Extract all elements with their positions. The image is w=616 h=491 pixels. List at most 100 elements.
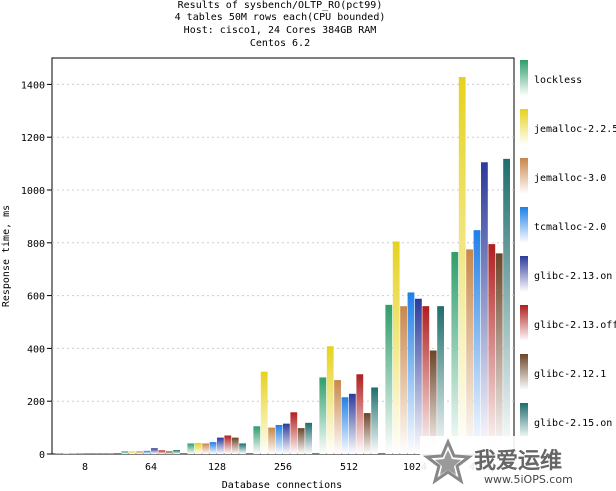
legend-swatch-tcmalloc-2.0 <box>520 207 528 243</box>
bar-glibc-2.15.on-4096 <box>503 158 510 454</box>
bar-tcmalloc-2.0-64 <box>143 450 151 454</box>
bar-jemalloc-3.0-4096 <box>466 249 473 454</box>
legend-label: jemalloc-3.0 <box>534 173 606 184</box>
watermark-url: www.5iOPS.com <box>484 473 573 486</box>
bar-glibc-2.12.1-4096 <box>495 253 503 454</box>
legend-label: jemalloc-2.2.5 <box>534 124 616 135</box>
x-tick-label: 512 <box>340 462 358 473</box>
bar-jemalloc-2.2.5-4096 <box>458 77 466 455</box>
x-tick-label: 8 <box>82 462 88 473</box>
x-tick-label: 1024 <box>403 462 427 473</box>
legend-swatch-lockless <box>520 60 528 96</box>
title-line-3: Host: cisco1, 24 Cores 384GB RAM <box>184 25 377 36</box>
bar-glibc-2.13.on-1024 <box>415 298 422 454</box>
bar-glibc-2.13.off-4096 <box>488 244 496 454</box>
x-tick-label: 256 <box>274 462 292 473</box>
bar-tcmalloc-2.0-1024 <box>407 292 415 454</box>
bar-jemalloc-2.2.5-8 <box>62 453 70 454</box>
bar-glibc-2.15.on-128 <box>239 443 246 454</box>
legend-swatch-glibc-2.15.on <box>520 403 528 439</box>
legend-label: tcmalloc-2.0 <box>534 222 606 233</box>
y-tick-label: 600 <box>27 292 45 303</box>
bar-jemalloc-2.2.5-256 <box>260 371 268 454</box>
bar-glibc-2.12.1-1024 <box>429 350 437 454</box>
bar-tcmalloc-2.0-128 <box>209 442 217 454</box>
bar-glibc-2.13.on-512 <box>349 393 356 454</box>
x-tick-label: 128 <box>208 462 226 473</box>
bar-lockless-8 <box>55 453 63 454</box>
bar-glibc-2.13.off-256 <box>290 412 298 454</box>
bar-jemalloc-2.2.5-1024 <box>392 241 400 454</box>
bar-glibc-2.15.on-512 <box>371 387 378 454</box>
bar-glibc-2.13.off-128 <box>224 435 232 454</box>
y-tick-label: 1400 <box>21 80 45 91</box>
title-line-4: Centos 6.2 <box>250 38 310 49</box>
bar-jemalloc-3.0-1024 <box>400 306 407 454</box>
bar-lockless-1024 <box>385 304 393 454</box>
star-logo-icon <box>422 438 474 485</box>
y-axis-label: Response time, ms <box>1 205 12 307</box>
x-tick-label: 64 <box>145 462 157 473</box>
legend-label: glibc-2.15.on <box>534 418 612 429</box>
bar-jemalloc-3.0-64 <box>136 451 143 454</box>
bar-tcmalloc-2.0-256 <box>275 424 283 454</box>
bar-jemalloc-2.2.5-64 <box>128 451 136 454</box>
legend-label: glibc-2.12.1 <box>534 369 606 380</box>
y-tick-label: 200 <box>27 397 45 408</box>
y-tick-label: 1000 <box>21 186 45 197</box>
legend-swatch-jemalloc-2.2.5 <box>520 109 528 145</box>
y-axis-ticks: 0 200 400 600 800 1000 1200 1400 <box>21 80 52 461</box>
bar-glibc-2.12.1-128 <box>231 437 239 454</box>
title-line-1: Results of sysbench/OLTP_RO(pct99) <box>178 0 383 11</box>
x-axis-label: Database connections <box>222 480 342 491</box>
legend: lockless jemalloc-2.2.5 jemalloc-3.0 tcmall… <box>520 60 616 439</box>
title-line-2: 4 tables 50M rows each(CPU bounded) <box>175 12 386 23</box>
legend-label: glibc-2.13.off <box>534 320 616 331</box>
bar-jemalloc-3.0-256 <box>268 427 275 454</box>
bar-glibc-2.13.on-64 <box>151 448 158 454</box>
bar-glibc-2.13.off-512 <box>356 374 364 454</box>
legend-swatch-jemalloc-3.0 <box>520 158 528 194</box>
legend-swatch-glibc-2.12.1 <box>520 354 528 390</box>
bar-tcmalloc-2.0-4096 <box>473 230 481 454</box>
watermark-text: 我爱运维 <box>474 448 562 474</box>
bar-lockless-256 <box>253 426 261 454</box>
bar-lockless-4096 <box>451 252 459 454</box>
bar-glibc-2.13.off-8 <box>92 453 100 454</box>
bar-jemalloc-3.0-8 <box>70 453 77 454</box>
legend-label: glibc-2.13.on <box>534 271 612 282</box>
bar-glibc-2.13.on-8 <box>85 453 92 454</box>
bar-jemalloc-2.2.5-512 <box>326 346 334 454</box>
bar-glibc-2.13.off-64 <box>158 450 166 454</box>
bar-glibc-2.15.on-1024 <box>437 306 444 454</box>
y-tick-label: 1200 <box>21 133 45 144</box>
y-tick-label: 800 <box>27 239 45 250</box>
bar-glibc-2.12.1-512 <box>363 413 371 454</box>
bar-glibc-2.12.1-256 <box>297 428 305 454</box>
bar-glibc-2.15.on-256 <box>305 422 312 454</box>
bar-glibc-2.12.1-64 <box>165 451 173 454</box>
grid <box>52 83 514 402</box>
bar-lockless-128 <box>187 443 195 454</box>
bar-jemalloc-2.2.5-128 <box>194 442 202 454</box>
chart-title: Results of sysbench/OLTP_RO(pct99) 4 tab… <box>175 0 386 49</box>
bar-lockless-512 <box>319 377 327 454</box>
bar-tcmalloc-2.0-8 <box>77 453 85 454</box>
bar-glibc-2.13.on-128 <box>217 437 224 454</box>
bar-jemalloc-3.0-128 <box>202 443 209 454</box>
bar-glibc-2.13.on-256 <box>283 423 290 454</box>
bar-lockless-64 <box>121 451 129 454</box>
watermark: 我爱运维 www.5iOPS.com <box>420 436 616 491</box>
bar-glibc-2.15.on-64 <box>173 450 180 454</box>
bar-jemalloc-3.0-512 <box>334 380 341 454</box>
plot-area <box>51 57 515 455</box>
bar-glibc-2.13.off-1024 <box>422 306 430 454</box>
legend-label: lockless <box>534 75 582 86</box>
legend-swatch-glibc-2.13.off <box>520 305 528 341</box>
bar-glibc-2.13.on-4096 <box>481 162 488 454</box>
y-tick-label: 400 <box>27 344 45 355</box>
y-tick-label: 0 <box>39 450 45 461</box>
bars <box>55 77 510 455</box>
legend-swatch-glibc-2.13.on <box>520 256 528 292</box>
